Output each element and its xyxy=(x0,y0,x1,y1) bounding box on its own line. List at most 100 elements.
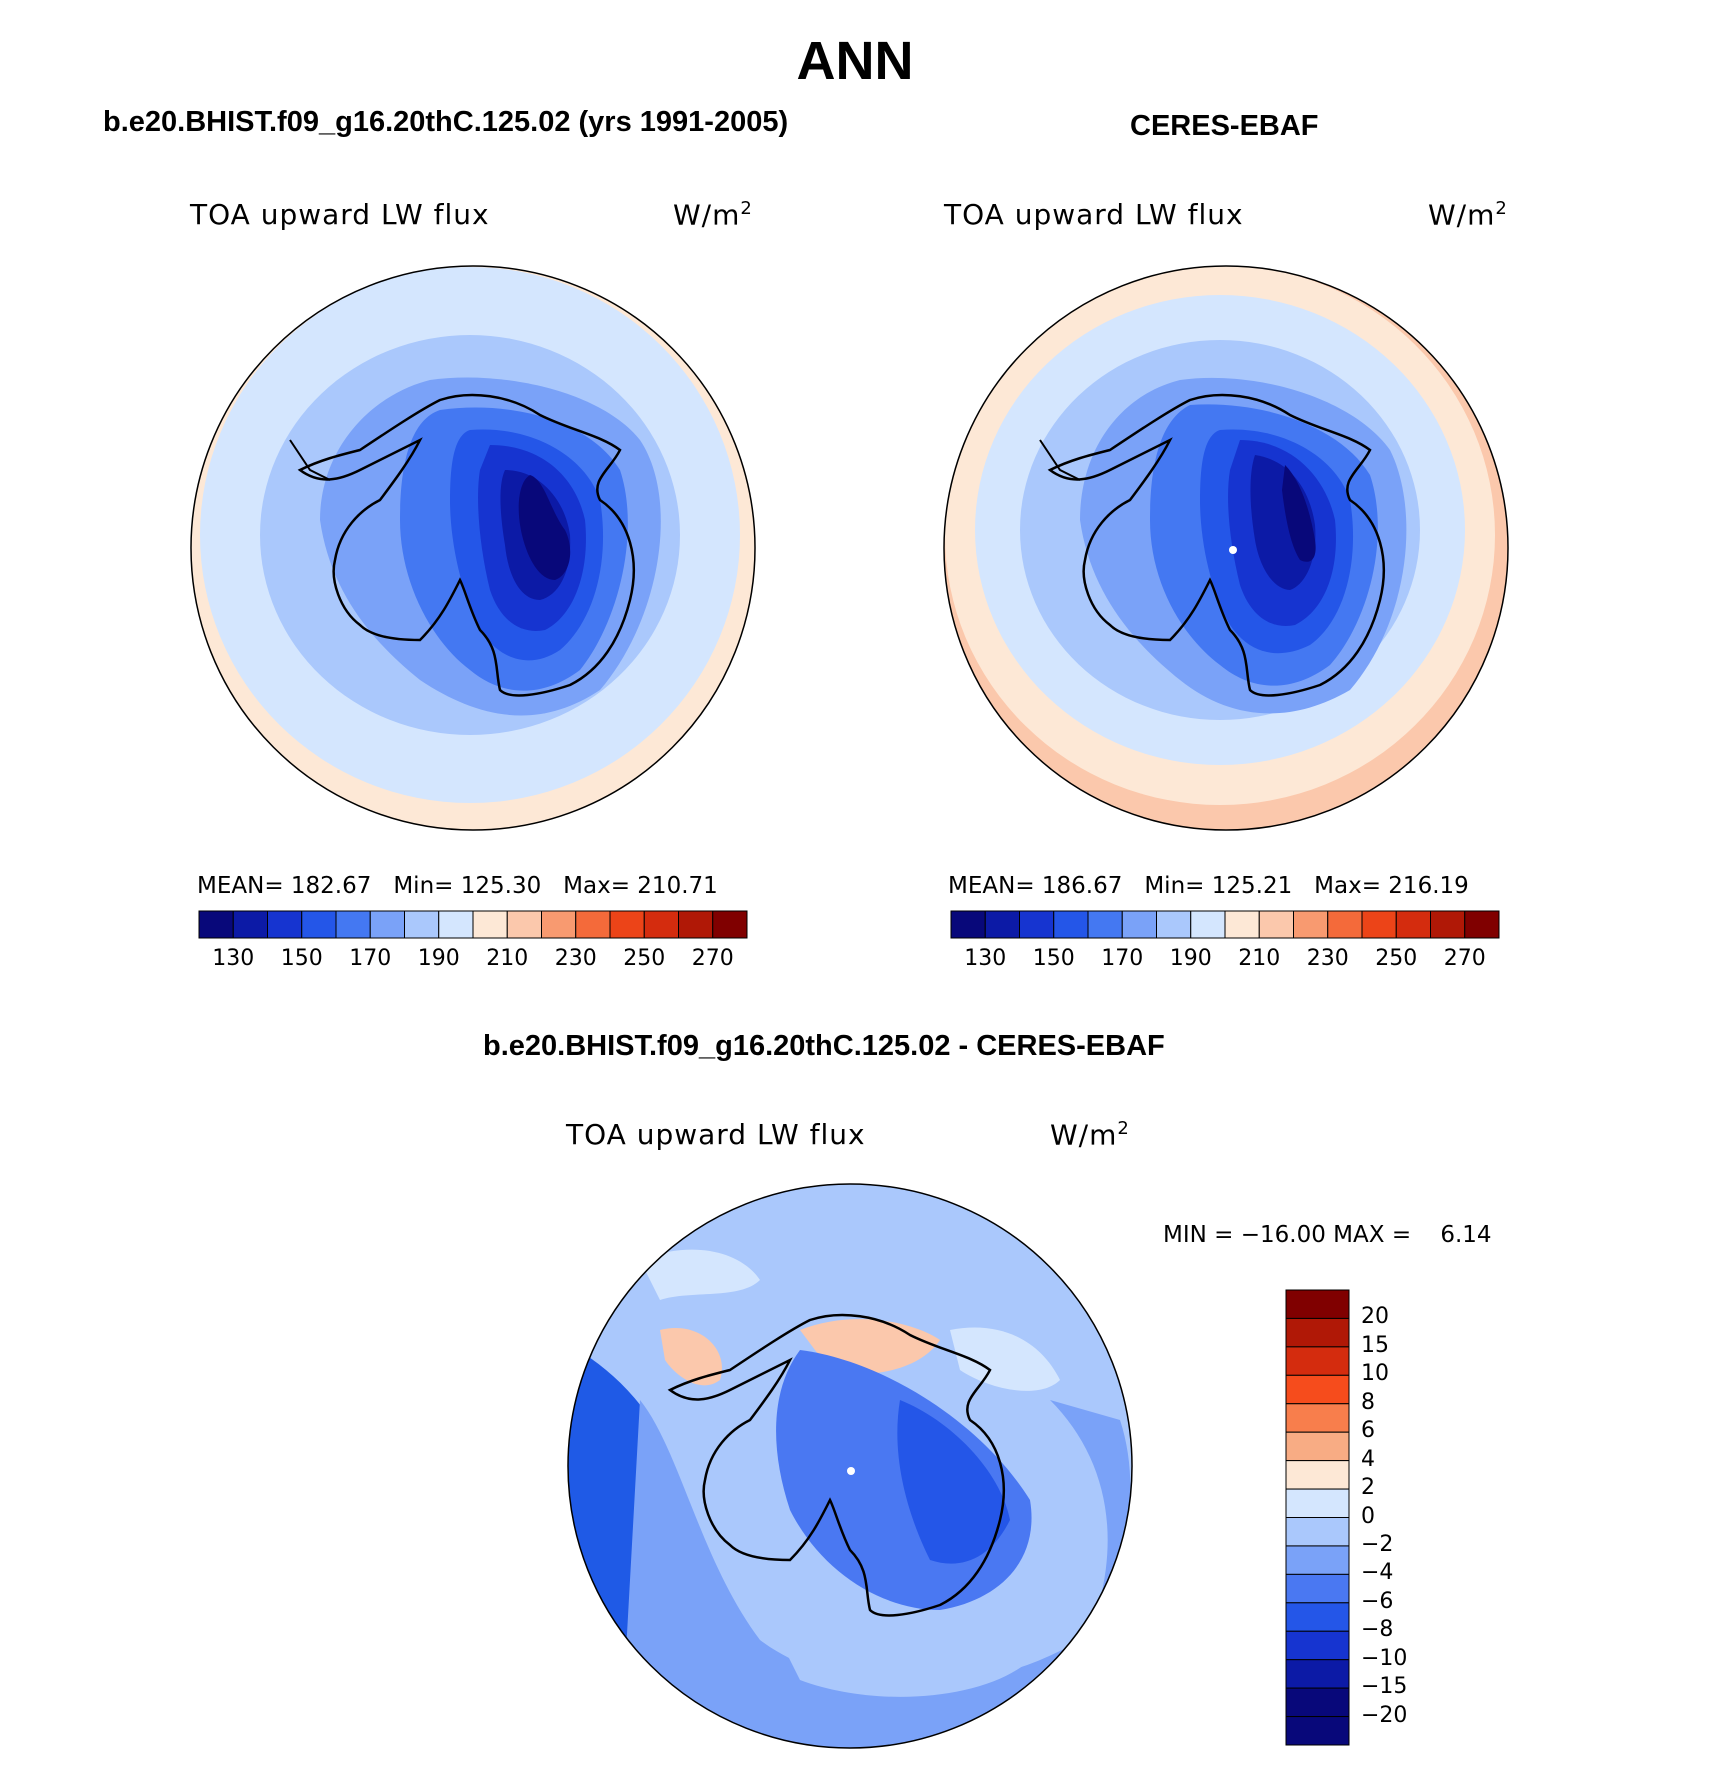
antarctica-coastline xyxy=(667,1313,1005,1617)
colorbar-obs-swatch xyxy=(1327,910,1363,939)
colorbar-obs-tick-label: 130 xyxy=(964,946,1007,971)
page-title: ANN xyxy=(796,31,914,91)
colorbar-obs-swatch xyxy=(984,910,1020,939)
map-diff xyxy=(568,1184,1132,1748)
colorbar-model xyxy=(198,910,748,939)
colorbar-diff-swatch xyxy=(1285,1716,1350,1746)
antarctica-coastline xyxy=(1047,393,1385,697)
colorbar-diff-tick-label: 20 xyxy=(1361,1304,1389,1330)
colorbar-diff-tick-label: −2 xyxy=(1361,1531,1394,1557)
colorbar-diff-tick-label: 15 xyxy=(1361,1332,1389,1358)
colorbar-model-swatch xyxy=(335,910,371,939)
stats-model: MEAN= 182.67 Min= 125.30 Max= 210.71 xyxy=(197,873,718,899)
colorbar-model-swatch xyxy=(712,910,748,939)
colorbar-model-tick-label: 130 xyxy=(212,946,255,971)
stats-obs: MEAN= 186.67 Min= 125.21 Max= 216.19 xyxy=(948,873,1469,899)
units-label-diff: W/m2 xyxy=(1050,1118,1130,1152)
colorbar-diff-swatch xyxy=(1285,1659,1350,1689)
colorbar-diff-tick-label: 4 xyxy=(1361,1446,1375,1472)
colorbar-obs-swatch xyxy=(1361,910,1397,939)
colorbar-obs-tick-label: 250 xyxy=(1375,946,1418,971)
colorbar-diff-swatch xyxy=(1285,1517,1350,1547)
stats-diff: MIN = −16.00 MAX = 6.14 xyxy=(1163,1222,1492,1248)
colorbar-model-swatch xyxy=(301,910,337,939)
colorbar-model-swatch xyxy=(609,910,645,939)
colorbar-diff-swatch xyxy=(1285,1460,1350,1490)
colorbar-model-swatch xyxy=(369,910,405,939)
colorbar-model-swatch xyxy=(678,910,714,939)
colorbar-diff-swatch xyxy=(1285,1374,1350,1405)
colorbar-diff-tick-label: 0 xyxy=(1361,1503,1375,1529)
colorbar-model-swatch xyxy=(438,910,474,939)
colorbar-diff-swatch xyxy=(1285,1630,1350,1661)
colorbar-model-tick-label: 210 xyxy=(486,946,529,971)
colorbar-model-tick-label: 230 xyxy=(554,946,597,971)
colorbar-model-swatch xyxy=(267,910,303,939)
map-obs xyxy=(944,266,1508,830)
colorbar-model-swatch xyxy=(541,910,577,939)
colorbar-diff-swatch xyxy=(1285,1545,1350,1575)
map-border-model xyxy=(190,265,756,831)
colorbar-obs-tick-label: 190 xyxy=(1169,946,1212,971)
colorbar-obs-swatch xyxy=(1430,910,1466,939)
colorbar-diff-tick-label: −6 xyxy=(1361,1588,1394,1614)
antarctica-coastline xyxy=(297,393,635,697)
colorbar-obs-tick-label: 270 xyxy=(1443,946,1486,971)
colorbar-obs-tick-label: 170 xyxy=(1101,946,1144,971)
colorbar-obs-swatch xyxy=(1293,910,1329,939)
colorbar-diff-tick-label: −10 xyxy=(1361,1645,1408,1671)
colorbar-model-tick-label: 270 xyxy=(691,946,734,971)
colorbar-diff-swatch xyxy=(1285,1573,1350,1604)
colorbar-obs-swatch xyxy=(1395,910,1431,939)
variable-label-model: TOA upward LW flux xyxy=(190,198,490,231)
colorbar-obs-swatch xyxy=(1258,910,1294,939)
colorbar-obs-swatch xyxy=(1464,910,1500,939)
colorbar-model-tick-label: 250 xyxy=(623,946,666,971)
map-model xyxy=(191,266,755,830)
colorbar-obs-swatch xyxy=(1156,910,1192,939)
units-label-obs: W/m2 xyxy=(1428,198,1508,232)
colorbar-diff-swatch xyxy=(1285,1488,1350,1518)
panel-title-diff: b.e20.BHIST.f09_g16.20thC.125.02 - CERES… xyxy=(483,1030,1165,1062)
colorbar-model-tick-label: 150 xyxy=(280,946,323,971)
colorbar-diff xyxy=(1285,1289,1350,1746)
map-border-diff xyxy=(567,1183,1133,1749)
colorbar-obs xyxy=(950,910,1500,939)
colorbar-diff-swatch xyxy=(1285,1431,1350,1462)
colorbar-model-swatch xyxy=(472,910,508,939)
colorbar-model-swatch xyxy=(575,910,611,939)
colorbar-obs-swatch xyxy=(1224,910,1260,939)
panel-title-obs: CERES-EBAF xyxy=(1130,110,1319,142)
colorbar-model-swatch xyxy=(404,910,440,939)
colorbar-model-tick-label: 170 xyxy=(349,946,392,971)
colorbar-diff-tick-label: 10 xyxy=(1361,1361,1389,1387)
colorbar-diff-swatch xyxy=(1285,1289,1350,1319)
colorbar-diff-tick-label: −4 xyxy=(1361,1560,1394,1586)
colorbar-diff-swatch xyxy=(1285,1317,1350,1348)
colorbar-model-swatch xyxy=(643,910,679,939)
colorbar-diff-swatch xyxy=(1285,1403,1350,1433)
colorbar-obs-swatch xyxy=(1190,910,1226,939)
colorbar-obs-tick-label: 230 xyxy=(1306,946,1349,971)
panel-title-model: b.e20.BHIST.f09_g16.20thC.125.02 (yrs 19… xyxy=(103,106,789,138)
colorbar-model-swatch xyxy=(232,910,268,939)
colorbar-obs-swatch xyxy=(950,910,986,939)
colorbar-diff-tick-label: 2 xyxy=(1361,1475,1375,1501)
colorbar-diff-tick-label: −8 xyxy=(1361,1617,1394,1643)
colorbar-obs-swatch xyxy=(1019,910,1055,939)
colorbar-obs-tick-label: 210 xyxy=(1238,946,1281,971)
variable-label-obs: TOA upward LW flux xyxy=(944,198,1244,231)
colorbar-diff-swatch xyxy=(1285,1602,1350,1632)
colorbar-model-swatch xyxy=(198,910,234,939)
colorbar-diff-tick-label: −15 xyxy=(1361,1674,1408,1700)
colorbar-obs-tick-label: 150 xyxy=(1032,946,1075,971)
colorbar-model-tick-label: 190 xyxy=(417,946,460,971)
colorbar-diff-swatch xyxy=(1285,1687,1350,1718)
colorbar-diff-tick-label: 8 xyxy=(1361,1389,1375,1415)
units-label-model: W/m2 xyxy=(673,198,753,232)
colorbar-diff-tick-label: −20 xyxy=(1361,1702,1408,1728)
colorbar-model-swatch xyxy=(506,910,542,939)
colorbar-diff-swatch xyxy=(1285,1346,1350,1376)
variable-label-diff: TOA upward LW flux xyxy=(566,1118,866,1151)
